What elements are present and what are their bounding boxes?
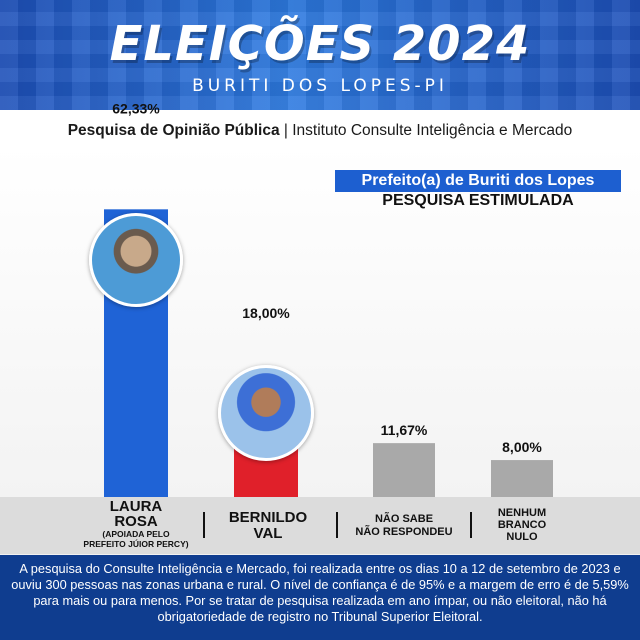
source-line: Pesquisa de Opinião Pública | Instituto … bbox=[0, 122, 640, 140]
bernildo-name-line1: BERNILDO bbox=[228, 509, 308, 526]
source-rest: | Instituto Consulte Inteligência e Merc… bbox=[279, 122, 573, 139]
label-separator-1 bbox=[203, 512, 205, 538]
nenhum-line1: NENHUM bbox=[497, 507, 547, 519]
laura-note-line1: (APOIADA PELO bbox=[102, 529, 170, 539]
office-badge: Prefeito(a) de Buriti dos Lopes bbox=[335, 170, 621, 192]
category-label-strip bbox=[0, 497, 640, 554]
header-banner: ELEIÇÕES 2024 BURITI DOS LOPES-PI bbox=[0, 0, 640, 110]
label-separator-3 bbox=[470, 512, 472, 538]
value-label-nenhum: 8,00% bbox=[502, 439, 542, 455]
value-label-naosabe: 11,67% bbox=[381, 422, 428, 438]
bar-naosabe bbox=[373, 443, 435, 497]
laura-name-line2: ROSA bbox=[114, 513, 158, 530]
nenhum-line3: NULO bbox=[506, 531, 538, 543]
label-separator-2 bbox=[336, 512, 338, 538]
survey-type: PESQUISA ESTIMULADA bbox=[382, 192, 574, 209]
category-label-bernildo: BERNILDO VAL bbox=[208, 510, 328, 542]
category-label-nenhum: NENHUM BRANCO NULO bbox=[474, 507, 570, 543]
banner-title: ELEIÇÕES 2024 bbox=[109, 16, 531, 72]
naosabe-line1: NÃO SABE bbox=[374, 513, 434, 525]
laura-note-line2: PREFEITO JÚIOR PERCY) bbox=[83, 539, 189, 549]
laura-name-line1: LAURA bbox=[109, 498, 163, 515]
value-label-laura: 62,33% bbox=[112, 100, 160, 116]
candidate-photo-laura bbox=[89, 213, 183, 307]
naosabe-line2: NÃO RESPONDEU bbox=[355, 526, 453, 538]
value-label-bernildo: 18,00% bbox=[242, 305, 290, 321]
banner-subtitle: BURITI DOS LOPES-PI bbox=[192, 76, 448, 96]
bar-nenhum bbox=[491, 460, 553, 497]
nenhum-line2: BRANCO bbox=[497, 519, 547, 531]
methodology-footer: A pesquisa do Consulte Inteligência e Me… bbox=[0, 555, 640, 640]
category-label-laura: LAURA ROSA (APOIADA PELO PREFEITO JÚIOR … bbox=[62, 499, 210, 549]
category-label-naosabe: NÃO SABE NÃO RESPONDEU bbox=[340, 513, 468, 539]
banner-texture bbox=[0, 0, 640, 110]
source-bold: Pesquisa de Opinião Pública bbox=[67, 122, 280, 139]
bernildo-name-line2: VAL bbox=[253, 525, 283, 542]
candidate-photo-bernildo bbox=[218, 365, 314, 461]
